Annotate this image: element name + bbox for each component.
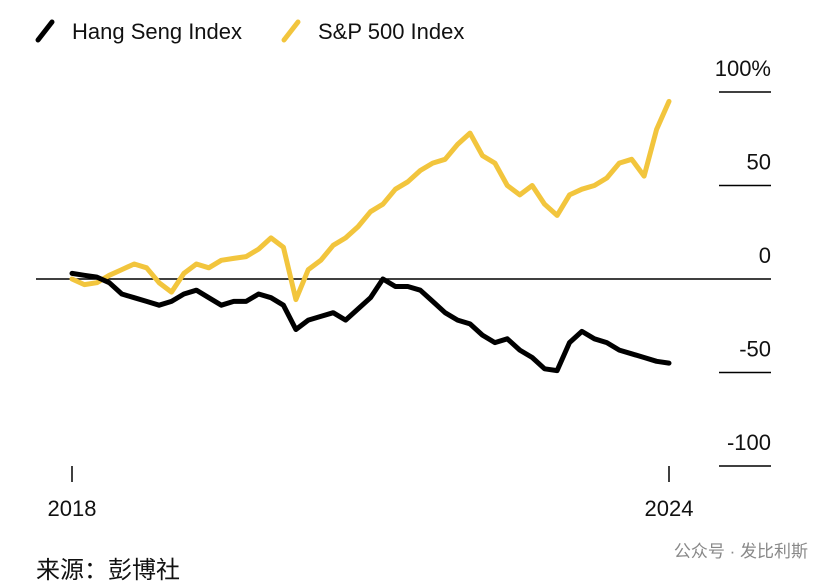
legend-swatch bbox=[281, 19, 301, 43]
source-note: 来源：彭博社 bbox=[36, 557, 180, 581]
legend-label: Hang Seng Index bbox=[72, 19, 242, 44]
y-tick-label: 50 bbox=[747, 150, 771, 175]
y-tick-label: 0 bbox=[759, 243, 771, 268]
series-line bbox=[69, 98, 672, 303]
y-tick-label: -100 bbox=[727, 430, 771, 455]
y-tick-label: -50 bbox=[739, 337, 771, 362]
y-tick-label: 100% bbox=[715, 56, 771, 81]
x-tick-label: 2024 bbox=[645, 496, 694, 521]
legend-swatch bbox=[35, 19, 55, 43]
watermark: 公众号 · 发比利斯 bbox=[674, 542, 808, 561]
legend-label: S&P 500 Index bbox=[318, 19, 464, 44]
x-tick-label: 2018 bbox=[48, 496, 97, 521]
series-line bbox=[69, 270, 672, 374]
